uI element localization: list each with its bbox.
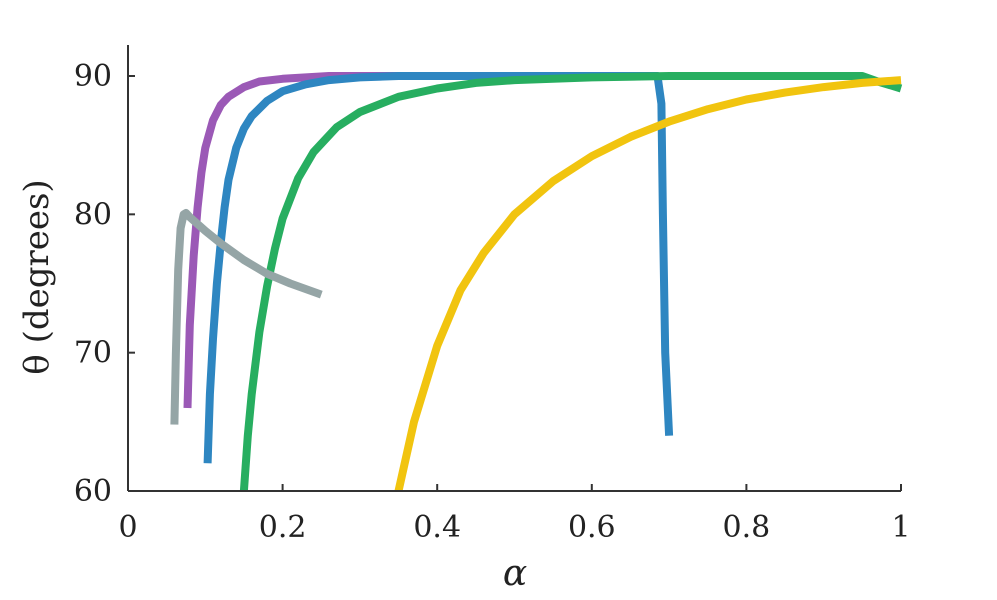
y-axis-label: θ (degrees) (17, 179, 57, 374)
plot-lines (170, 72, 903, 492)
x-tick-label: 0.6 (568, 510, 616, 545)
x-tick-label: 0.8 (723, 510, 771, 545)
series-line-2 (203, 72, 674, 464)
y-tick-label: 60 (74, 474, 112, 509)
x-tick-label: 0 (118, 510, 137, 545)
y-tick-label: 70 (74, 336, 112, 371)
y-tick-label: 80 (74, 197, 112, 232)
x-tick-label: 0.4 (413, 510, 461, 545)
series-line-3 (239, 72, 903, 492)
x-axis-label: α (503, 553, 527, 594)
ticks: 0 0.2 0.4 0.6 0.8 1 60 70 80 90 (74, 59, 911, 545)
x-tick-label: 0.2 (259, 510, 307, 545)
series-line-5 (170, 209, 323, 425)
x-tick-label: 1 (891, 510, 910, 545)
axes (127, 45, 901, 492)
series-line-4 (394, 76, 902, 492)
y-tick-label: 90 (74, 59, 112, 94)
